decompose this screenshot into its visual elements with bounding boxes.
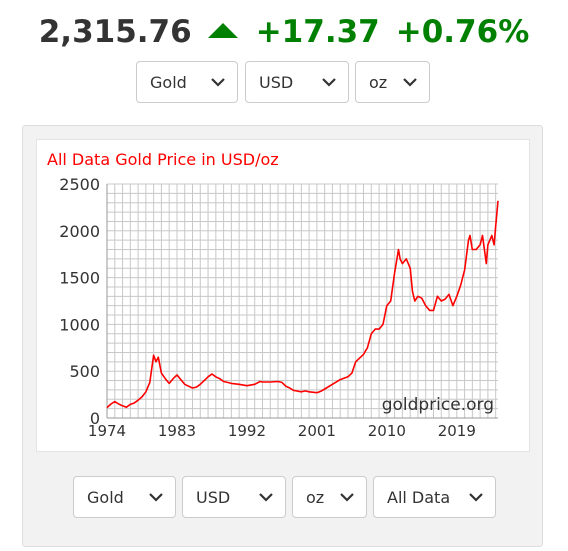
range-select-bottom[interactable]: All Data (373, 476, 496, 518)
chevron-down-icon (403, 78, 417, 87)
x-tick-label: 2001 (298, 422, 336, 440)
price-change: +17.37 (255, 14, 380, 50)
range-select-value: All Data (387, 487, 451, 507)
currency-select-value: USD (196, 487, 231, 507)
chevron-down-icon (259, 493, 273, 502)
y-tick-label: 0 (90, 409, 100, 428)
metal-select-value: Gold (150, 72, 187, 92)
y-tick-label: 2000 (59, 222, 100, 241)
x-tick-label: 1992 (228, 422, 266, 440)
current-price: 2,315.76 (38, 14, 192, 50)
metal-select-top[interactable]: Gold (136, 61, 238, 103)
y-tick-label: 2500 (59, 175, 100, 194)
price-change-percent: +0.76% (395, 14, 530, 50)
x-tick-label: 1983 (158, 422, 196, 440)
currency-select-top[interactable]: USD (245, 61, 349, 103)
triangle-up-icon (207, 22, 238, 38)
y-tick-label: 1000 (59, 315, 100, 334)
gold-price-chart: All Data Gold Price in USD/oz 0 500 1000 150… (36, 139, 530, 452)
unit-select-bottom[interactable]: oz (292, 476, 367, 518)
chart-svg: All Data Gold Price in USD/oz 0 500 1000 150… (47, 150, 499, 440)
currency-select-value: USD (259, 72, 294, 92)
unit-select-value: oz (369, 72, 388, 92)
chart-watermark: goldprice.org (382, 395, 494, 415)
currency-select-bottom[interactable]: USD (182, 476, 286, 518)
metal-select-bottom[interactable]: Gold (73, 476, 176, 518)
chevron-down-icon (149, 493, 163, 502)
unit-select-value: oz (306, 487, 325, 507)
y-tick-label: 1500 (59, 269, 100, 288)
unit-select-top[interactable]: oz (355, 61, 430, 103)
x-tick-label: 2010 (368, 422, 406, 440)
chevron-down-icon (340, 493, 354, 502)
chevron-down-icon (211, 78, 225, 87)
chevron-down-icon (322, 78, 336, 87)
x-tick-label: 1974 (88, 422, 126, 440)
plot-area (107, 184, 498, 418)
metal-select-value: Gold (87, 487, 124, 507)
chevron-down-icon (469, 493, 483, 502)
chart-title: All Data Gold Price in USD/oz (47, 150, 279, 169)
y-tick-label: 500 (69, 362, 100, 381)
price-ticker: 2,315.76 +17.37 +0.76% (0, 14, 568, 50)
series-line (106, 200, 499, 409)
x-tick-label: 2019 (438, 422, 476, 440)
